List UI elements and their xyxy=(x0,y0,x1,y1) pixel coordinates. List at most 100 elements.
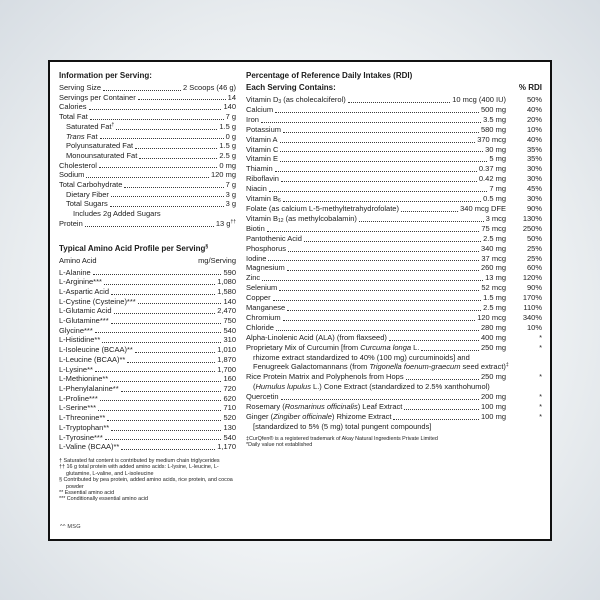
rdi-row: (Humulus lupulus L.) Cone Extract (stand… xyxy=(246,382,542,392)
amino-acid-name: L-Threonine** xyxy=(59,413,106,423)
ingredient-rdi-percent: 30% xyxy=(526,164,542,174)
dot-leader xyxy=(303,240,482,242)
rdi-row: Niacin 7 mg 45% xyxy=(246,184,542,194)
amino-acid-value: 1,580 xyxy=(217,286,236,296)
amino-acid-row: L-Histidine** 310 xyxy=(59,335,236,345)
rdi-row: Vitamin E 5 mg 35% xyxy=(246,154,542,164)
dot-leader xyxy=(94,332,222,334)
amino-acid-row: L-Proline*** 620 xyxy=(59,394,236,404)
rdi-row: rhizome extract standardized to 40% (100… xyxy=(246,353,542,363)
rdi-row: Calcium 500 mg 40% xyxy=(246,105,542,115)
dot-leader xyxy=(393,418,479,420)
ingredient-rdi-percent: 45% xyxy=(526,184,542,194)
ingredient-rdi-percent: * xyxy=(539,332,542,342)
ingredient-rdi-percent: 110% xyxy=(523,303,542,313)
dot-leader xyxy=(275,111,479,113)
amino-acid-name: Glycine*** xyxy=(59,325,93,335)
rdi-row: Vitamin C 30 mg 35% xyxy=(246,145,542,155)
dot-leader xyxy=(104,439,222,441)
ingredient-name: Vitamin B12 (as methylcobalamin) xyxy=(246,213,357,224)
nutrition-row: Includes 2g Added Sugars xyxy=(59,209,236,219)
ingredient-rdi-percent: 130% xyxy=(522,213,542,223)
ingredient-amount: 37 mcg xyxy=(481,253,506,263)
dot-leader xyxy=(268,260,480,262)
amino-acid-value: 140 xyxy=(223,296,236,306)
ingredient-amount: 280 mg xyxy=(480,322,506,332)
dot-leader xyxy=(404,409,479,410)
dot-leader xyxy=(288,250,479,252)
amino-acid-row: L-Phenylalanine** 720 xyxy=(59,384,236,394)
amino-header-name: Amino Acid xyxy=(59,255,97,265)
ingredient-name: Potassium xyxy=(246,124,282,134)
dot-leader xyxy=(275,329,479,331)
ingredient-amount: 580 mg xyxy=(480,124,506,134)
rdi-row: Magnesium 260 mg 60% xyxy=(246,263,542,273)
amino-profile-title: Typical Amino Acid Profile per Serving§ xyxy=(59,243,209,253)
ingredient-rdi-percent: 20% xyxy=(526,114,542,124)
dot-leader xyxy=(111,429,222,431)
ingredient-amount: 340 mcg DFE xyxy=(460,203,506,213)
dot-leader xyxy=(280,399,479,401)
ingredient-name: Ginger (Zingiber officinale) Rhizome Ext… xyxy=(246,412,392,421)
amino-acid-name: L-Tryptophan** xyxy=(59,422,110,432)
footnote: ** Essential amino acid xyxy=(59,489,115,496)
nutrient-name: Total Fat xyxy=(59,112,88,122)
dot-leader xyxy=(282,200,482,202)
dot-leader xyxy=(137,99,226,101)
nutrient-name: Total Sugars xyxy=(66,199,108,209)
ingredient-name: Phosphorus xyxy=(246,243,287,253)
ingredient-amount: 0.37 mg xyxy=(478,164,506,174)
footnote: ‡CurQfen® is a registered trademark of A… xyxy=(246,435,438,442)
nutrient-name: Saturated Fat† xyxy=(66,121,115,131)
rdi-row: Selenium 52 mcg 90% xyxy=(246,283,542,293)
amino-acid-name: L-Tyrosine*** xyxy=(59,432,103,442)
amino-acid-name: L-Valine (BCAA)** xyxy=(59,442,120,452)
footnote: †† 16 g total protein with added amino a… xyxy=(59,464,219,477)
amino-acid-value: 160 xyxy=(223,374,236,384)
dot-leader xyxy=(94,371,216,373)
dot-leader xyxy=(89,118,224,120)
ingredient-name: Alpha-Linolenic Acid (ALA) (from flaxsee… xyxy=(246,332,387,342)
ingredient-rdi-percent: 50% xyxy=(526,233,542,243)
ingredient-name: (Humulus lupulus L.) Cone Extract (stand… xyxy=(253,382,490,392)
ingredient-name: Calcium xyxy=(246,104,274,114)
nutrient-value: 1.5 g xyxy=(219,121,236,131)
footnote: † Saturated fat content is contributed b… xyxy=(59,457,220,464)
ingredient-name: Rice Protein Matrix and Polyphenols from… xyxy=(246,372,404,382)
dot-leader xyxy=(113,313,216,315)
amino-acid-value: 540 xyxy=(223,325,236,335)
ingredient-rdi-percent: * xyxy=(539,392,542,402)
ingredient-amount: 120 mcg xyxy=(477,312,506,322)
ingredient-amount: 0.42 mg xyxy=(478,174,506,184)
amino-acid-name: L-Proline*** xyxy=(59,393,98,403)
ingredient-amount: 30 mg xyxy=(485,144,506,154)
ingredient-rdi-percent: 25% xyxy=(526,243,542,253)
dot-leader xyxy=(283,131,479,133)
amino-acid-value: 720 xyxy=(223,383,236,393)
dot-leader xyxy=(388,339,479,341)
ingredient-rdi-percent: 250% xyxy=(522,223,542,233)
footnote: *** Conditionally essential amino acid xyxy=(59,496,148,503)
rdi-row: Riboflavin 0.42 mg 30% xyxy=(246,174,542,184)
amino-acid-row: L-Glutamine*** 750 xyxy=(59,316,236,326)
ingredient-name: Iron xyxy=(246,114,259,124)
ingredient-name: Zinc xyxy=(246,273,261,283)
ingredient-amount: 13 mg xyxy=(485,273,506,283)
amino-acid-row: L-Threonine** 520 xyxy=(59,413,236,423)
rdi-row: Proprietary Mix of Curcumin [from Curcum… xyxy=(246,343,542,353)
ingredient-rdi-percent: 30% xyxy=(526,174,542,184)
rdi-column-header: % RDI xyxy=(518,83,542,92)
nutrient-value: 0 g xyxy=(225,131,236,141)
amino-acid-row: L-Tyrosine*** 540 xyxy=(59,433,236,443)
dot-leader xyxy=(111,293,216,295)
nutrient-name: Serving Size xyxy=(59,83,102,92)
dot-leader xyxy=(287,309,482,311)
ingredient-name: Copper xyxy=(246,293,271,303)
ingredient-name: Vitamin C xyxy=(246,144,279,154)
ingredient-rdi-percent: 10% xyxy=(526,124,542,134)
ingredient-name: Quercetin xyxy=(246,392,279,402)
dot-leader xyxy=(102,342,222,344)
nutrition-row: Dietary Fiber 3 g xyxy=(59,190,236,200)
ingredient-amount: 250 mg xyxy=(480,372,506,382)
dot-leader xyxy=(358,220,484,222)
